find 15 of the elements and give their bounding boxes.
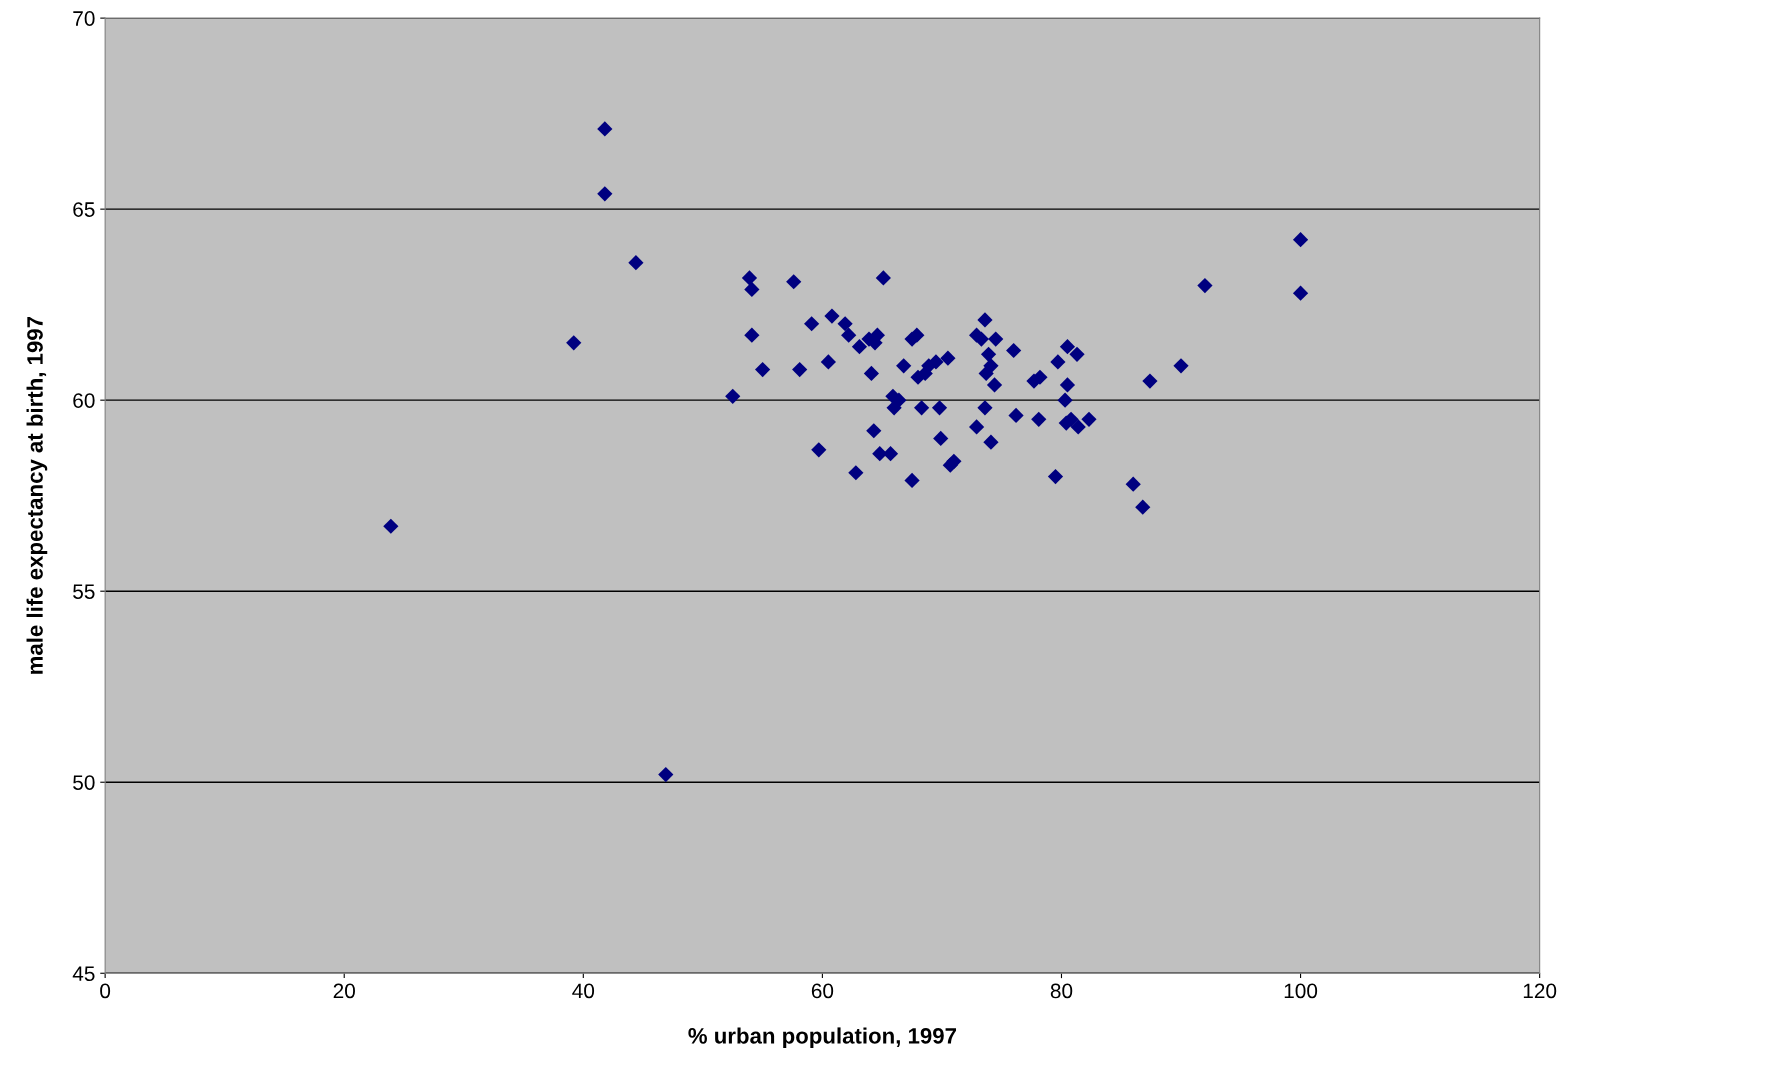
y-tick-label: 50 xyxy=(73,775,95,790)
x-axis-title: % urban population, 1997 xyxy=(688,1027,957,1049)
y-axis-title: male life expectancy at birth, 1997 xyxy=(26,316,48,674)
y-tick-label: 60 xyxy=(73,393,95,408)
x-tick-label: 20 xyxy=(333,983,355,999)
x-tick-label: 0 xyxy=(100,983,111,999)
x-tick-label: 100 xyxy=(1284,983,1318,999)
y-tick-label: 55 xyxy=(73,584,95,599)
y-tick-label: 65 xyxy=(73,202,95,217)
x-tick-label: 60 xyxy=(811,983,834,999)
y-tick-label: 45 xyxy=(72,966,95,982)
x-tick-label: 40 xyxy=(572,983,595,999)
x-tick-label: 80 xyxy=(1050,983,1073,999)
x-tick-label: 120 xyxy=(1523,983,1557,999)
y-tick-label: 70 xyxy=(73,11,95,26)
